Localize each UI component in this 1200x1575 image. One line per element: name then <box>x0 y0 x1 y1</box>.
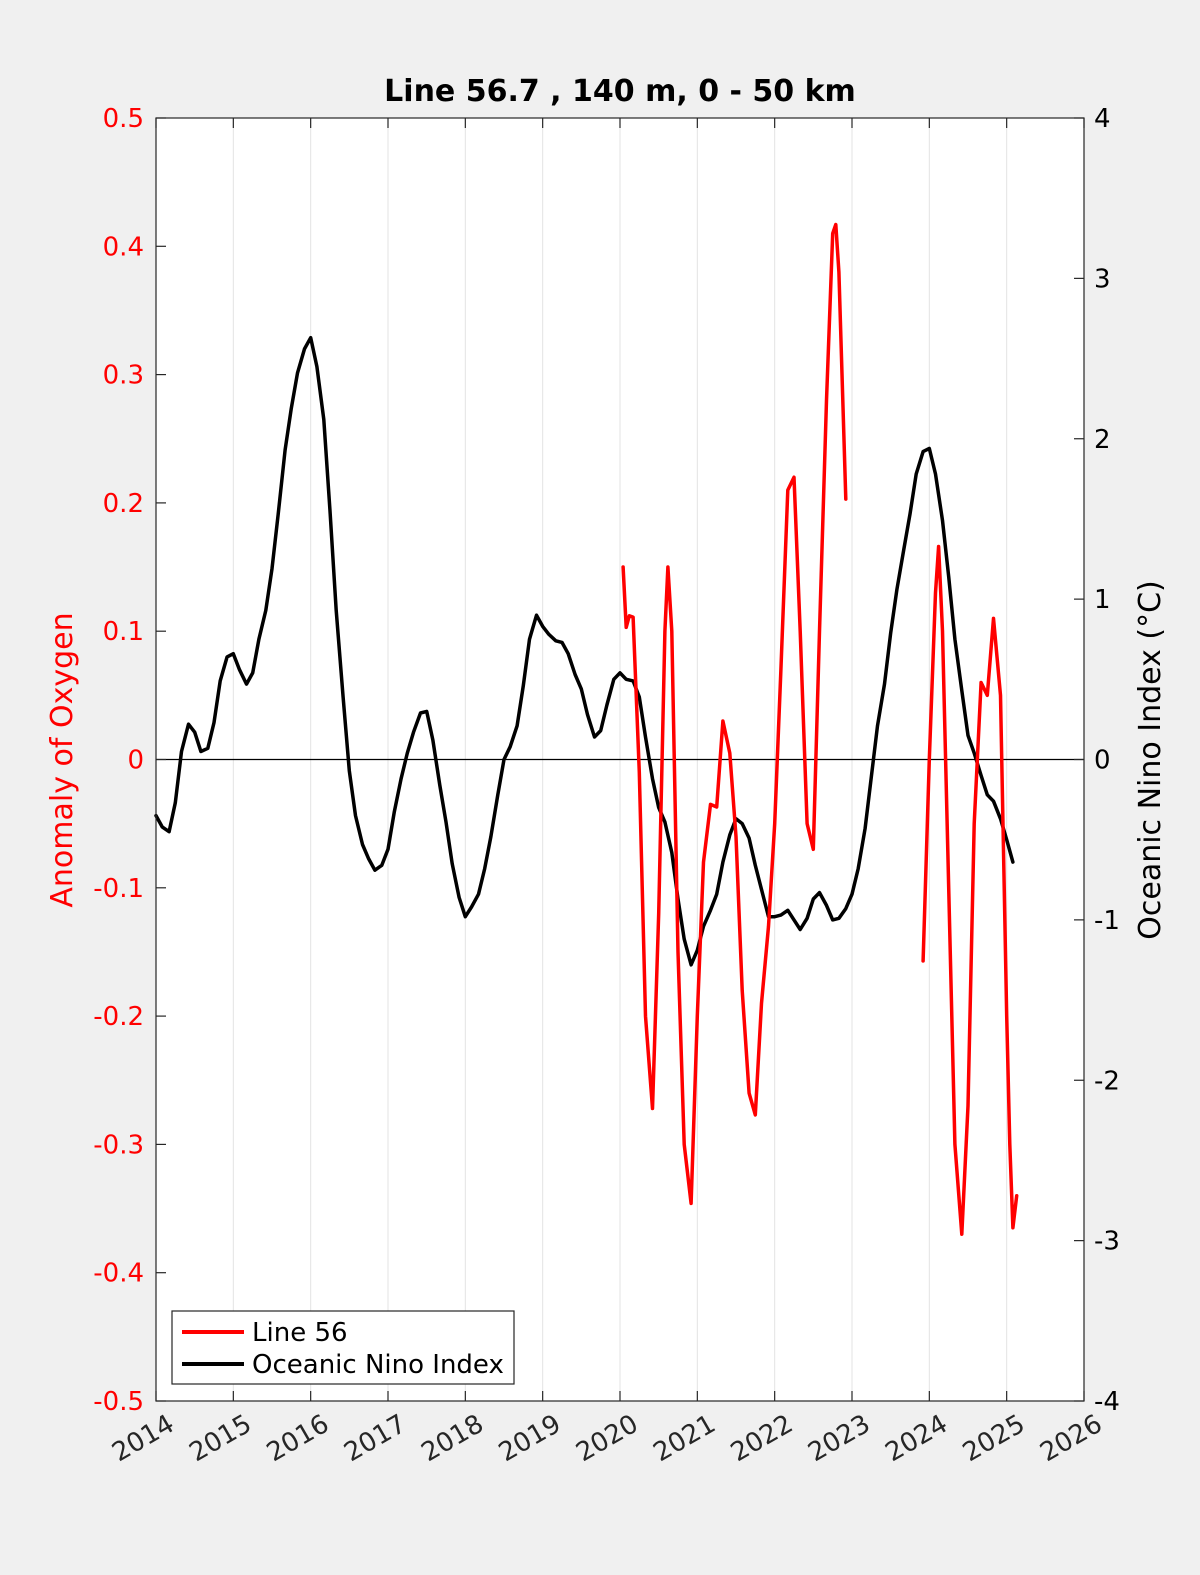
x-tick-label: 2019 <box>494 1409 566 1468</box>
y-right-tick-label: -3 <box>1094 1227 1120 1257</box>
x-tick-label: 2016 <box>262 1409 334 1468</box>
y-right-tick-label: 0 <box>1094 746 1111 776</box>
y-left-tick-label: -0.4 <box>93 1259 144 1289</box>
axis-ticks <box>155 117 1085 1402</box>
y-right-tick-label: -4 <box>1094 1387 1120 1417</box>
x-tick-label: 2024 <box>881 1409 953 1468</box>
x-tick-label: 2018 <box>417 1409 489 1468</box>
left-axis-label: Anomaly of Oxygen <box>45 612 80 907</box>
x-tick-label: 2022 <box>726 1409 798 1468</box>
legend: Line 56 Oceanic Nino Index <box>171 1310 515 1385</box>
legend-label-oni: Oceanic Nino Index <box>252 1350 504 1380</box>
right-axis-label: Oceanic Nino Index (°C) <box>1133 580 1168 940</box>
chart-title: Line 56.7 , 140 m, 0 - 50 km <box>384 74 856 109</box>
y-right-tick-label: -1 <box>1094 906 1120 936</box>
x-tick-label: 2020 <box>571 1409 643 1468</box>
series-line-line-56 <box>921 544 1019 1236</box>
y-left-tick-label: 0.3 <box>103 361 144 391</box>
y-left-tick-label: -0.1 <box>93 874 144 904</box>
series-layer <box>154 222 1019 1236</box>
legend-box <box>171 1310 515 1385</box>
y-right-tick-label: -2 <box>1094 1066 1120 1096</box>
y-left-tick-label: -0.2 <box>93 1002 144 1032</box>
y-left-tick-label: -0.5 <box>93 1387 144 1417</box>
y-left-tick-label: -0.3 <box>93 1130 144 1160</box>
x-tick-label: 2021 <box>649 1409 721 1468</box>
y-left-tick-label: 0.5 <box>103 104 144 134</box>
y-right-tick-label: 4 <box>1094 104 1111 134</box>
y-right-tick-label: 3 <box>1094 264 1111 294</box>
x-tick-label: 2023 <box>803 1409 875 1468</box>
y-right-tick-label: 2 <box>1094 425 1111 455</box>
y-left-tick-label: 0.1 <box>103 617 144 647</box>
series-line-oceanic-nino-index <box>154 335 1015 967</box>
x-tick-label: 2025 <box>958 1409 1030 1468</box>
x-tick-label: 2015 <box>185 1409 257 1468</box>
legend-label-line56: Line 56 <box>252 1318 348 1348</box>
x-tick-label: 2014 <box>107 1409 179 1468</box>
y-left-tick-label: 0.4 <box>103 232 144 262</box>
y-left-tick-label: 0 <box>127 746 144 776</box>
x-tick-label: 2017 <box>339 1409 411 1468</box>
y-right-tick-label: 1 <box>1094 585 1111 615</box>
y-left-tick-label: 0.2 <box>103 489 144 519</box>
series-line-line-56 <box>621 222 848 1206</box>
x-tick-label: 2026 <box>1035 1409 1107 1468</box>
